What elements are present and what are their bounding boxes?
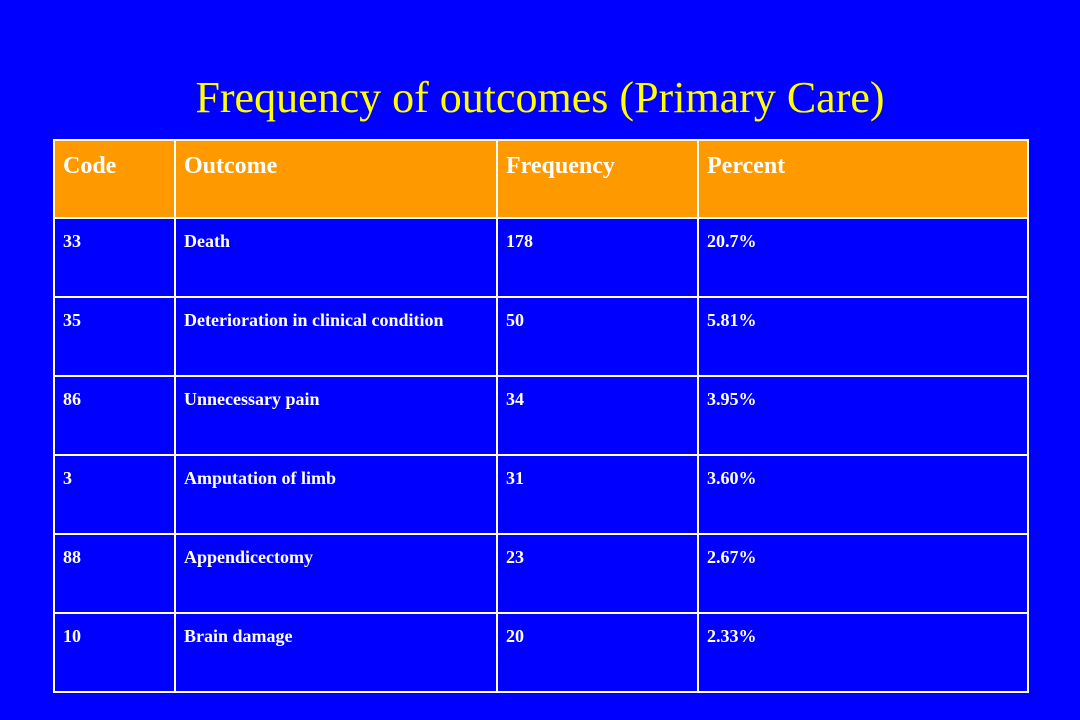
cell-percent: 3.60% [697,454,1029,535]
header-frequency: Frequency [496,139,699,219]
cell-outcome: Brain damage [174,612,498,693]
cell-frequency: 23 [496,533,699,614]
table-header-row: Code Outcome Frequency Percent [53,139,1029,219]
cell-percent: 20.7% [697,217,1029,298]
cell-code: 10 [53,612,176,693]
cell-outcome: Deterioration in clinical condition [174,296,498,377]
cell-frequency: 178 [496,217,699,298]
cell-percent: 2.33% [697,612,1029,693]
cell-code: 35 [53,296,176,377]
table-row: 10 Brain damage 20 2.33% [53,612,1029,693]
table-row: 35 Deterioration in clinical condition 5… [53,296,1029,377]
cell-code: 86 [53,375,176,456]
cell-code: 88 [53,533,176,614]
header-percent: Percent [697,139,1029,219]
cell-outcome: Unnecessary pain [174,375,498,456]
header-code: Code [53,139,176,219]
cell-frequency: 50 [496,296,699,377]
cell-outcome: Appendicectomy [174,533,498,614]
slide-title: Frequency of outcomes (Primary Care) [195,73,885,122]
outcomes-table: Code Outcome Frequency Percent 33 Death … [53,139,1029,693]
cell-code: 33 [53,217,176,298]
cell-percent: 2.67% [697,533,1029,614]
cell-outcome: Death [174,217,498,298]
table-row: 3 Amputation of limb 31 3.60% [53,454,1029,535]
table-row: 86 Unnecessary pain 34 3.95% [53,375,1029,456]
table-row: 33 Death 178 20.7% [53,217,1029,298]
cell-frequency: 31 [496,454,699,535]
cell-frequency: 20 [496,612,699,693]
header-outcome: Outcome [174,139,498,219]
cell-percent: 5.81% [697,296,1029,377]
cell-percent: 3.95% [697,375,1029,456]
table-row: 88 Appendicectomy 23 2.67% [53,533,1029,614]
cell-code: 3 [53,454,176,535]
cell-frequency: 34 [496,375,699,456]
cell-outcome: Amputation of limb [174,454,498,535]
